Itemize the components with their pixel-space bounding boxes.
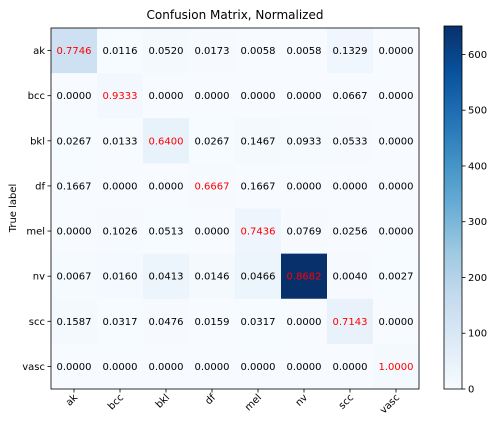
heatmap-cells bbox=[51, 28, 420, 390]
cell-value-label: 0.0317 bbox=[103, 317, 138, 328]
colorbar-tick-label: 400 bbox=[468, 161, 487, 172]
y-tick-label: bcc bbox=[28, 91, 45, 102]
cell-value-label: 0.0000 bbox=[57, 362, 92, 373]
cell-value-label: 0.6667 bbox=[195, 181, 230, 192]
cell-value-label: 0.0000 bbox=[149, 91, 184, 102]
colorbar-gradient bbox=[444, 26, 462, 389]
cell-value-label: 0.0160 bbox=[103, 272, 138, 283]
y-tick-label: vasc bbox=[22, 362, 45, 373]
cell-value-label: 0.0067 bbox=[57, 272, 92, 283]
y-axis-label: True label bbox=[8, 184, 19, 234]
cell-value-label: 0.0000 bbox=[287, 91, 322, 102]
y-tick-label: df bbox=[35, 181, 45, 192]
cell-value-label: 0.0667 bbox=[333, 91, 368, 102]
y-tick-label: bkl bbox=[30, 136, 45, 147]
colorbar-tick-label: 600 bbox=[468, 50, 487, 61]
cell-value-label: 0.0159 bbox=[195, 317, 230, 328]
cell-value-label: 0.0000 bbox=[287, 362, 322, 373]
x-tick-label: df bbox=[203, 392, 218, 407]
cell-value-label: 0.0000 bbox=[379, 227, 414, 238]
cell-value-label: 0.0000 bbox=[379, 46, 414, 57]
cell-value-label: 0.0000 bbox=[103, 181, 138, 192]
colorbar-tick-label: 300 bbox=[468, 217, 487, 228]
cell-value-label: 0.0267 bbox=[57, 136, 92, 147]
cell-value-label: 0.0000 bbox=[195, 227, 230, 238]
cell-value-label: 0.0000 bbox=[379, 91, 414, 102]
cell-value-label: 0.0058 bbox=[241, 46, 276, 57]
cell-value-label: 0.1587 bbox=[57, 317, 92, 328]
cell-value-label: 0.0116 bbox=[103, 46, 138, 57]
x-tick-label: nv bbox=[294, 392, 311, 409]
cell-value-label: 0.0533 bbox=[333, 136, 368, 147]
cell-value-label: 0.0000 bbox=[379, 136, 414, 147]
cell-value-label: 0.0000 bbox=[333, 362, 368, 373]
y-tick-label: mel bbox=[26, 227, 45, 238]
cell-value-label: 0.0520 bbox=[149, 46, 184, 57]
x-tick-label: scc bbox=[337, 392, 356, 411]
colorbar: 0 100 200 300 400 500 600 bbox=[444, 26, 487, 396]
cell-value-label: 0.0000 bbox=[287, 181, 322, 192]
colorbar-tick-label: 200 bbox=[468, 273, 487, 284]
y-tick-label: ak bbox=[33, 46, 45, 57]
x-tick-label: vasc bbox=[378, 392, 402, 416]
cell-value-label: 0.0267 bbox=[195, 136, 230, 147]
cell-value-label: 0.7436 bbox=[241, 227, 276, 238]
cell-value-label: 0.0000 bbox=[379, 181, 414, 192]
cell-value-label: 0.0040 bbox=[333, 272, 368, 283]
cell-value-label: 0.8682 bbox=[287, 272, 322, 283]
cell-value-label: 0.0000 bbox=[149, 181, 184, 192]
colorbar-tick-label: 500 bbox=[468, 106, 487, 117]
cell-value-label: 0.0000 bbox=[195, 362, 230, 373]
cell-value-label: 1.0000 bbox=[379, 362, 414, 373]
cell-value-label: 0.0513 bbox=[149, 227, 184, 238]
cell-value-label: 0.0000 bbox=[287, 317, 322, 328]
cell-value-label: 0.7746 bbox=[57, 46, 92, 57]
cell-value-label: 0.1026 bbox=[103, 227, 138, 238]
x-tick-label: bkl bbox=[154, 392, 172, 410]
colorbar-tick-label: 100 bbox=[468, 329, 487, 340]
cell-value-label: 0.1467 bbox=[241, 136, 276, 147]
cell-value-label: 0.0000 bbox=[333, 181, 368, 192]
cell-value-label: 0.9333 bbox=[103, 91, 138, 102]
cell-value-label: 0.0413 bbox=[149, 272, 184, 283]
cell-value-label: 0.0000 bbox=[241, 362, 276, 373]
cell-value-label: 0.0000 bbox=[149, 362, 184, 373]
cell-value-label: 0.6400 bbox=[149, 136, 184, 147]
cell-value-label: 0.1329 bbox=[333, 46, 368, 57]
x-tick-label: ak bbox=[64, 392, 80, 408]
x-tick-label: bcc bbox=[106, 392, 126, 412]
colorbar-tick-label: 0 bbox=[468, 385, 474, 396]
cell-value-label: 0.0000 bbox=[241, 91, 276, 102]
cell-value-label: 0.0000 bbox=[379, 317, 414, 328]
cell-value-label: 0.0476 bbox=[149, 317, 184, 328]
cell-value-label: 0.0133 bbox=[103, 136, 138, 147]
cell-value-label: 0.1667 bbox=[57, 181, 92, 192]
cell-value-label: 0.0173 bbox=[195, 46, 230, 57]
cell-value-label: 0.0317 bbox=[241, 317, 276, 328]
cell-value-label: 0.0769 bbox=[287, 227, 322, 238]
cell-value-label: 0.0000 bbox=[103, 362, 138, 373]
y-tick-label: nv bbox=[33, 272, 45, 283]
cell-value-label: 0.1667 bbox=[241, 181, 276, 192]
cell-value-label: 0.0933 bbox=[287, 136, 322, 147]
chart-title: Confusion Matrix, Normalized bbox=[147, 8, 324, 22]
cell-value-label: 0.0027 bbox=[379, 272, 414, 283]
cell-value-label: 0.0058 bbox=[287, 46, 322, 57]
x-tick-label: mel bbox=[243, 392, 264, 413]
cell-value-label: 0.0256 bbox=[333, 227, 368, 238]
cell-value-label: 0.0466 bbox=[241, 272, 276, 283]
cell-value-label: 0.0000 bbox=[57, 91, 92, 102]
cell-value-label: 0.0000 bbox=[57, 227, 92, 238]
cell-value-label: 0.7143 bbox=[333, 317, 368, 328]
cell-value-label: 0.0146 bbox=[195, 272, 230, 283]
y-tick-label: scc bbox=[29, 317, 45, 328]
cell-value-label: 0.0000 bbox=[195, 91, 230, 102]
